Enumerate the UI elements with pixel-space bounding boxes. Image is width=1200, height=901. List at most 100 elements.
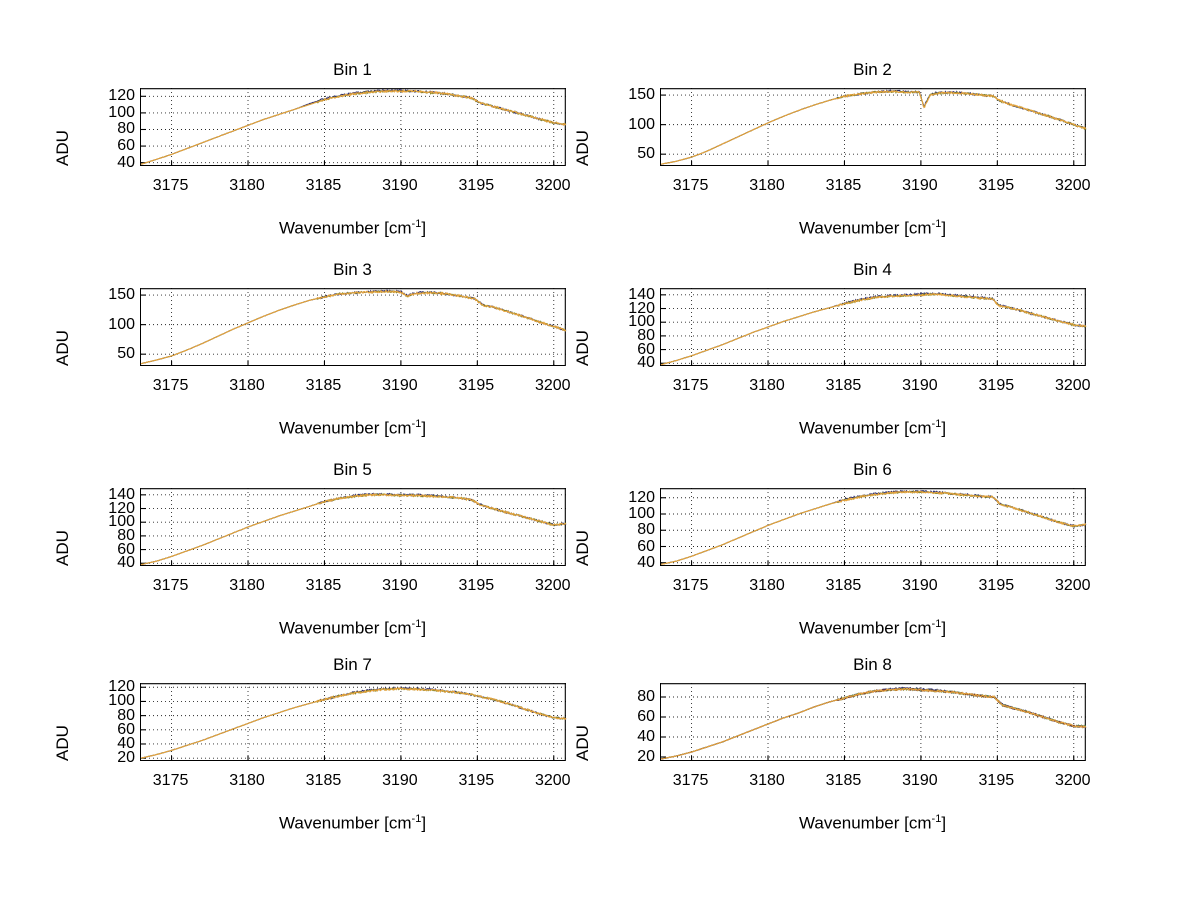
data-trace-trace_3 bbox=[140, 289, 567, 365]
y-tick-label: 40 bbox=[117, 734, 135, 752]
x-tick-label: 3185 bbox=[305, 772, 342, 789]
y-axis-label: ADU bbox=[53, 725, 72, 761]
data-trace-trace_3 bbox=[660, 89, 1087, 165]
data-trace-trace_2 bbox=[660, 291, 1087, 366]
subplot-bin-5: Bin 5 ADU 40 60 80 100 120 140 3175 3180 3185 3190 3… bbox=[45, 458, 590, 646]
x-axis-label-bracket: ] bbox=[421, 218, 427, 238]
y-axis-label: ADU bbox=[53, 330, 72, 366]
data-trace-trace_3 bbox=[660, 687, 1087, 760]
y-tick-label: 120 bbox=[628, 299, 655, 317]
x-axis-label: Wavenumber [cm-1] bbox=[660, 813, 1085, 834]
x-tick-label: 3185 bbox=[825, 377, 862, 394]
y-tick-label: 50 bbox=[117, 345, 135, 363]
y-tick-label: 20 bbox=[637, 748, 655, 765]
x-axis-label-bracket: ] bbox=[421, 618, 427, 638]
data-trace-trace_1 bbox=[660, 687, 1087, 760]
x-tick-label: 3190 bbox=[902, 377, 938, 394]
x-axis-label-exponent: -1 bbox=[931, 418, 942, 430]
plot-svg bbox=[140, 683, 567, 761]
data-trace-trace_1 bbox=[140, 289, 567, 365]
y-tick-label: 60 bbox=[637, 537, 655, 555]
x-axis-label-exponent: -1 bbox=[411, 618, 422, 630]
y-tick-labels: 20 40 60 80 bbox=[595, 683, 655, 765]
x-axis-label: Wavenumber [cm-1] bbox=[660, 418, 1085, 439]
y-tick-labels: 50 100 150 bbox=[75, 286, 135, 366]
subplot-bin-2: Bin 2 ADU 50 100 150 3175 3180 3185 3190 3195 3200… bbox=[565, 58, 1110, 246]
x-tick-label: 3200 bbox=[534, 577, 571, 594]
x-tick-label: 3195 bbox=[978, 772, 1015, 789]
x-axis-label-bracket: ] bbox=[421, 418, 427, 438]
x-tick-label: 3190 bbox=[382, 177, 418, 194]
x-tick-label: 3190 bbox=[382, 772, 418, 789]
y-tick-label: 120 bbox=[108, 678, 135, 696]
y-tick-label: 140 bbox=[628, 285, 655, 303]
x-tick-label: 3180 bbox=[749, 577, 785, 594]
x-axis-label: Wavenumber [cm-1] bbox=[140, 418, 565, 439]
y-tick-label: 100 bbox=[108, 692, 135, 710]
x-axis-label-main: Wavenumber [cm bbox=[278, 218, 412, 238]
subplot-bin-6: Bin 6 ADU 40 60 80 100 120 3175 3180 3185 3190 3195… bbox=[565, 458, 1110, 646]
x-tick-label: 3200 bbox=[534, 772, 571, 789]
y-tick-label: 100 bbox=[108, 103, 135, 121]
y-tick-label: 20 bbox=[117, 749, 135, 767]
x-axis-label-main: Wavenumber [cm bbox=[278, 813, 412, 833]
y-tick-labels: 40 60 80 100 120 bbox=[75, 88, 135, 170]
plot-svg bbox=[660, 683, 1087, 761]
y-tick-labels: 20 40 60 80 100 120 bbox=[75, 679, 135, 766]
x-tick-label: 3195 bbox=[978, 177, 1015, 194]
y-tick-label: 120 bbox=[108, 499, 135, 517]
data-trace-trace_1 bbox=[140, 686, 567, 759]
y-tick-label: 40 bbox=[117, 153, 135, 171]
data-trace-trace_3 bbox=[140, 493, 567, 566]
x-tick-label: 3175 bbox=[152, 772, 189, 789]
x-tick-label: 3180 bbox=[229, 772, 265, 789]
subplot-bin-1: Bin 1 ADU 40 60 80 100 120 3175 3180 3185 3190 3195… bbox=[45, 58, 590, 246]
x-tick-label: 3180 bbox=[749, 177, 785, 194]
x-axis-label-exponent: -1 bbox=[411, 418, 422, 430]
x-axis-label-main: Wavenumber [cm bbox=[798, 418, 932, 438]
data-trace-trace_2 bbox=[140, 88, 567, 165]
y-axis-label: ADU bbox=[53, 130, 72, 166]
x-tick-label: 3185 bbox=[825, 577, 862, 594]
y-tick-label: 40 bbox=[637, 354, 655, 372]
x-axis-label-bracket: ] bbox=[941, 418, 947, 438]
y-axis-label: ADU bbox=[573, 530, 592, 566]
x-axis-label-main: Wavenumber [cm bbox=[278, 418, 412, 438]
data-trace-trace_5 bbox=[660, 687, 1087, 760]
plot-area bbox=[660, 488, 1087, 566]
x-axis-label-main: Wavenumber [cm bbox=[278, 618, 412, 638]
y-tick-label: 80 bbox=[637, 688, 655, 705]
y-tick-label: 80 bbox=[117, 526, 135, 544]
y-tick-labels: 40 60 80 100 120 bbox=[595, 488, 655, 570]
plot-svg bbox=[660, 88, 1087, 166]
y-tick-label: 100 bbox=[628, 505, 655, 522]
x-tick-label: 3180 bbox=[749, 772, 785, 789]
x-tick-label: 3200 bbox=[1054, 772, 1091, 789]
x-tick-label: 3190 bbox=[902, 772, 938, 789]
data-trace-trace_2 bbox=[660, 686, 1087, 760]
data-trace-trace_2 bbox=[140, 289, 567, 365]
y-tick-label: 150 bbox=[108, 286, 135, 304]
y-tick-label: 80 bbox=[637, 521, 655, 539]
data-trace-trace_1 bbox=[660, 490, 1087, 565]
plot-svg bbox=[660, 288, 1087, 366]
data-trace-trace_2 bbox=[660, 489, 1087, 565]
x-axis-label-bracket: ] bbox=[941, 218, 947, 238]
plot-svg bbox=[660, 488, 1087, 566]
x-tick-label: 3175 bbox=[152, 177, 189, 194]
plot-area bbox=[140, 683, 567, 761]
data-trace-trace_3 bbox=[660, 489, 1087, 565]
x-tick-label: 3185 bbox=[825, 772, 862, 789]
subplot-bin-7: Bin 7 ADU 20 40 60 80 100 120 3175 3180 3185 3190 31… bbox=[45, 653, 590, 841]
y-tick-label: 40 bbox=[117, 554, 135, 572]
x-axis-label-bracket: ] bbox=[941, 813, 947, 833]
data-trace-trace_3 bbox=[140, 687, 567, 759]
subplot-title: Bin 3 bbox=[333, 260, 372, 279]
y-axis-label: ADU bbox=[573, 130, 592, 166]
plot-area bbox=[660, 288, 1087, 366]
x-tick-label: 3195 bbox=[978, 377, 1015, 394]
subplot-bin-3: Bin 3 ADU 50 100 150 3175 3180 3185 3190 3195 3200… bbox=[45, 258, 590, 446]
y-tick-label: 100 bbox=[628, 313, 655, 331]
x-axis-label: Wavenumber [cm-1] bbox=[660, 218, 1085, 239]
